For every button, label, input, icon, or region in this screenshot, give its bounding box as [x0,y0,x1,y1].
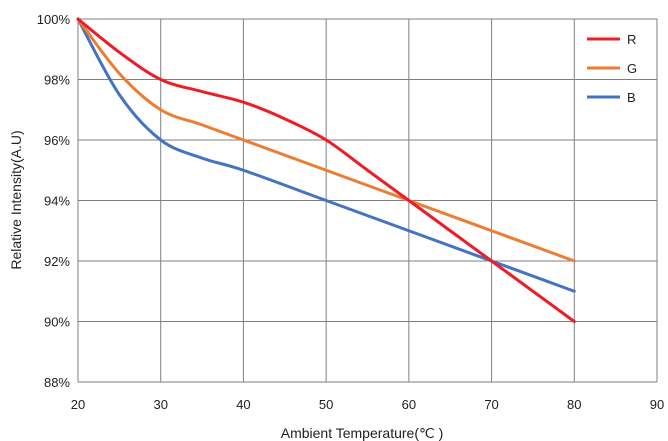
x-tick-label: 30 [153,397,167,412]
x-tick-label: 40 [236,397,250,412]
y-tick-label: 96% [44,133,70,148]
y-tick-label: 88% [44,375,70,390]
series-line-r [76,17,576,323]
x-tick-label: 70 [484,397,498,412]
y-axis-title: Relative Intensity(A.U) [8,130,24,269]
series-line-b [76,17,576,293]
y-tick-label: 98% [44,73,70,88]
series-layer [76,17,576,323]
x-tick-label: 60 [402,397,416,412]
grid [77,18,658,383]
legend-label-r: R [627,32,636,47]
x-tick-label: 80 [567,397,581,412]
legend-label-b: B [627,90,636,105]
y-tick-label: 100% [37,12,71,27]
legend-label-g: G [627,61,637,76]
x-tick-label: 20 [71,397,85,412]
legend: RGB [587,32,637,105]
y-axis-ticks: 88% 90% 92% 94% 96% 98% 100% [37,12,71,390]
x-axis-ticks: 20 30 40 50 60 70 80 90 [71,397,664,412]
y-tick-label: 90% [44,315,70,330]
x-tick-label: 90 [650,397,664,412]
x-tick-label: 50 [319,397,333,412]
x-axis-title: Ambient Temperature(℃ ) [281,425,444,441]
series-line-g [76,17,576,263]
y-tick-label: 92% [44,254,70,269]
y-tick-label: 94% [44,194,70,209]
